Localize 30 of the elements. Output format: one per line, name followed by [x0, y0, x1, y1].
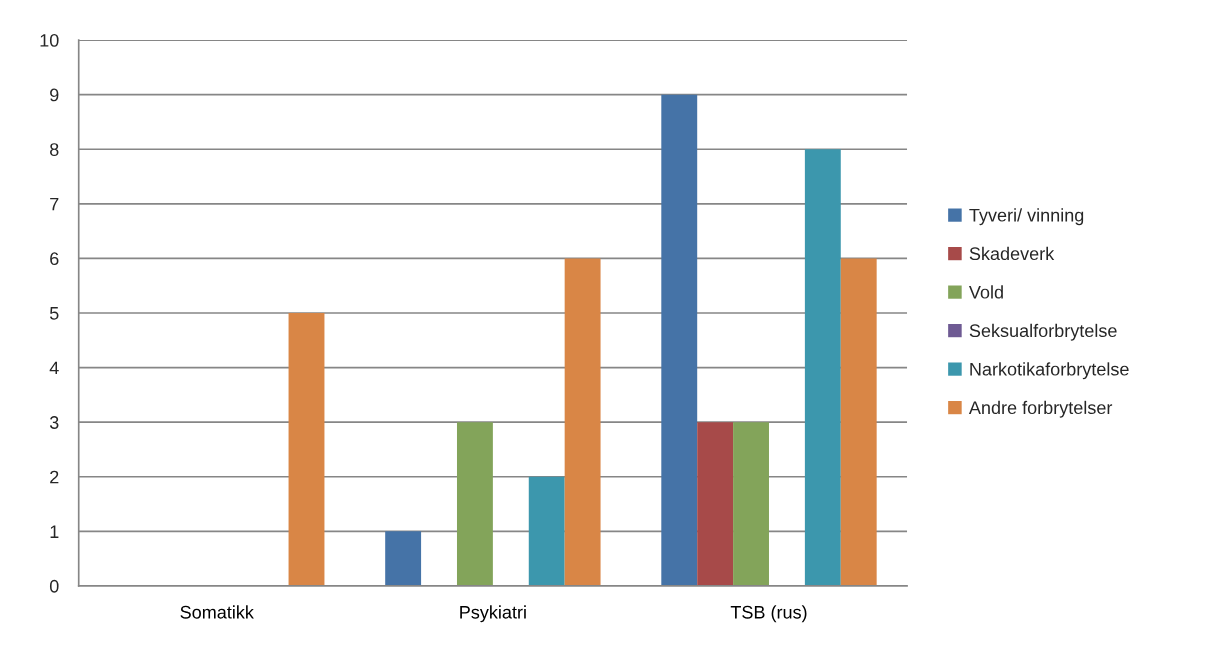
bar: [564, 258, 601, 586]
bar: [840, 258, 877, 586]
legend-label: Narkotikaforbrytelse: [970, 362, 1129, 380]
bar: [528, 476, 565, 586]
legend-label: Seksualforbrytelse: [969, 323, 1117, 341]
y-tick-label: 4: [49, 361, 59, 375]
y-tick-label: 9: [50, 88, 59, 102]
y-tick-label: 2: [50, 470, 59, 484]
legend-label: Vold: [968, 285, 1003, 299]
bar: [661, 94, 698, 586]
legend-label: Tyveri/ vinning: [969, 208, 1084, 226]
y-tick-label: 3: [49, 416, 59, 429]
bar: [288, 312, 325, 586]
y-tick-label: 10: [40, 33, 59, 47]
bar: [697, 422, 734, 586]
y-tick-label: 6: [50, 252, 59, 266]
y-tick-label: 1: [50, 525, 59, 538]
y-tick-label: 5: [49, 307, 59, 320]
bar: [456, 422, 493, 586]
legend-label: Skadeverk: [969, 246, 1055, 261]
y-tick-label: 7: [50, 197, 59, 211]
x-tick-label: TSB (rus): [730, 605, 807, 623]
x-tick-label: Somatikk: [180, 605, 254, 619]
bar: [385, 531, 422, 586]
bar: [804, 149, 841, 586]
x-tick-label: Psykiatri: [460, 605, 526, 623]
legend-label: Andre forbrytelser: [968, 400, 1113, 418]
bar: [733, 422, 769, 586]
y-tick-label: 8: [50, 143, 59, 156]
y-tick-label: 0: [49, 579, 59, 593]
